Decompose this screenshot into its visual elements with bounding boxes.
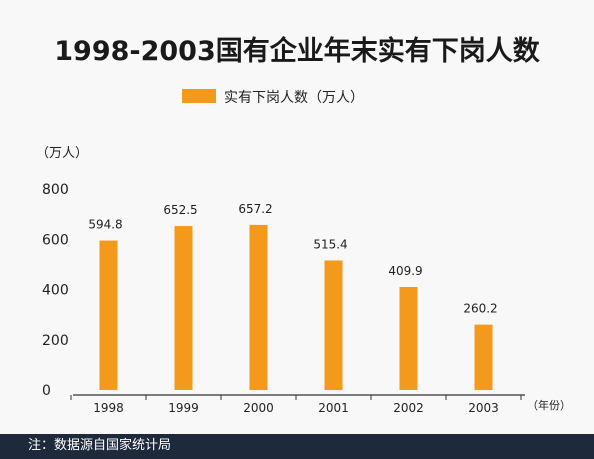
legend-label: 实有下岗人数（万人） [224, 90, 364, 106]
value-label-2001: 515.4 [313, 238, 347, 252]
x-tick-label: 2000 [243, 401, 274, 415]
bar-2002 [399, 287, 418, 390]
x-tick-label: 2002 [393, 401, 424, 415]
title-layer: 1998-2003国有企业年末实有下岗人数 [54, 35, 540, 67]
value-label-1999: 652.5 [163, 203, 197, 217]
y-axis-unit: （万人） [36, 146, 88, 161]
legend-swatch [182, 89, 216, 103]
y-tick-label: 600 [42, 232, 69, 248]
bars-layer [99, 224, 493, 390]
value-label-2003: 260.2 [463, 302, 497, 316]
source-note: 注：数据源自国家统计局 [28, 438, 172, 453]
x-axis-unit: （年份） [527, 398, 571, 412]
bar-2000 [249, 224, 268, 390]
x-axis-ticks: 1998 1999 2000 2001 2002 2003 [70, 395, 522, 415]
x-tick-label: 1998 [93, 401, 124, 415]
y-tick-label: 200 [42, 333, 69, 349]
chart-title: 1998-2003国有企业年末实有下岗人数 [54, 35, 540, 67]
value-label-1998: 594.8 [88, 218, 122, 232]
value-labels-layer: 594.8 652.5 657.2 515.4 409.9 260.2 [88, 202, 497, 316]
y-tick-label: 800 [42, 182, 69, 198]
bar-2001 [324, 260, 343, 390]
value-label-2002: 409.9 [388, 264, 422, 278]
bar-1999 [174, 226, 193, 390]
y-axis-ticks: 0 200 400 600 800 [42, 182, 69, 399]
value-label-2000: 657.2 [238, 202, 272, 216]
footer-band: 注：数据源自国家统计局 [0, 434, 594, 459]
x-tick-label: 2001 [318, 401, 349, 415]
x-tick-label: 2003 [468, 401, 499, 415]
bar-2003 [474, 324, 493, 390]
legend: 实有下岗人数（万人） [182, 89, 364, 106]
y-tick-label: 400 [42, 283, 69, 299]
y-tick-label: 0 [42, 383, 51, 399]
bar-1998 [99, 240, 118, 390]
x-tick-label: 1999 [168, 401, 199, 415]
